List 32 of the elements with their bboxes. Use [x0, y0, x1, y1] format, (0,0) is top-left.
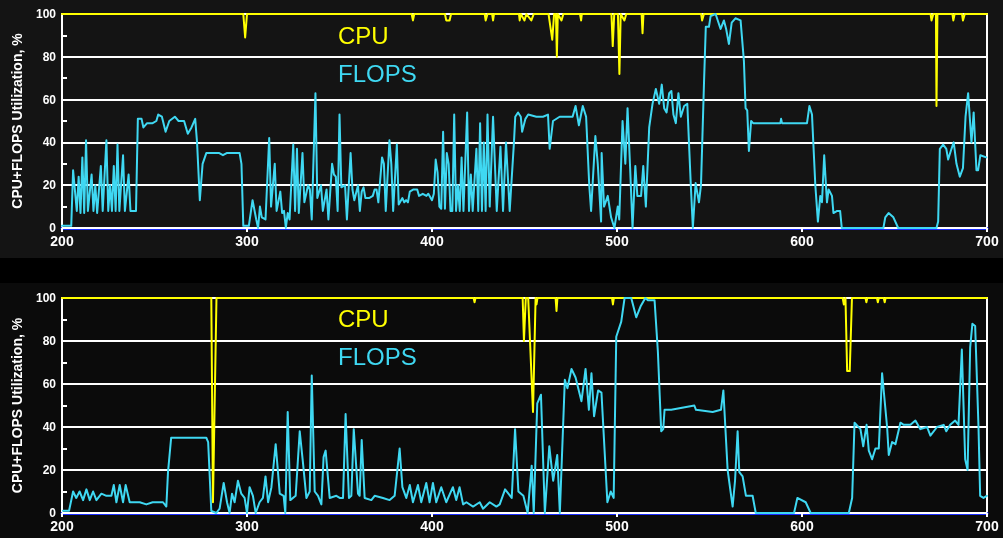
x-tick-label: 600 — [790, 233, 814, 249]
y-tick-label: 100 — [35, 291, 57, 305]
x-tick-label: 500 — [605, 518, 629, 534]
y-axis-title: CPU+FLOPS Utilization, % — [9, 32, 25, 209]
line-series — [61, 13, 988, 108]
y-tick-label: 60 — [42, 377, 57, 391]
y-tick-label: 0 — [49, 506, 57, 520]
y-tick-label: 40 — [42, 135, 57, 150]
x-tick-label: 200 — [50, 518, 74, 534]
y-tick-label: 20 — [42, 178, 57, 193]
y-tick-label: 40 — [42, 420, 57, 434]
x-tick-label: 300 — [235, 233, 259, 249]
series-label: CPU — [338, 304, 389, 332]
x-tick-label: 600 — [790, 518, 814, 534]
y-tick-label: 80 — [42, 49, 57, 64]
x-tick-label: 200 — [50, 233, 74, 249]
x-tick-label: 400 — [420, 233, 444, 249]
x-tick-label: 700 — [975, 233, 999, 249]
line-series — [61, 13, 988, 229]
y-tick-label: 80 — [42, 334, 57, 348]
y-tick-label: 60 — [42, 92, 57, 107]
y-axis-title: CPU+FLOPS Utilization, % — [9, 317, 25, 494]
x-tick-label: 400 — [420, 518, 444, 534]
y-tick-label: 0 — [49, 221, 57, 235]
y-tick-label: 100 — [35, 7, 57, 21]
series-label: CPU — [338, 21, 389, 49]
y-tick-label: 20 — [42, 463, 57, 477]
series-label: FLOPS — [338, 342, 417, 370]
x-tick-label: 300 — [235, 518, 259, 534]
series-label: FLOPS — [338, 59, 417, 87]
x-tick-label: 500 — [605, 233, 629, 249]
x-tick-label: 700 — [975, 518, 999, 534]
